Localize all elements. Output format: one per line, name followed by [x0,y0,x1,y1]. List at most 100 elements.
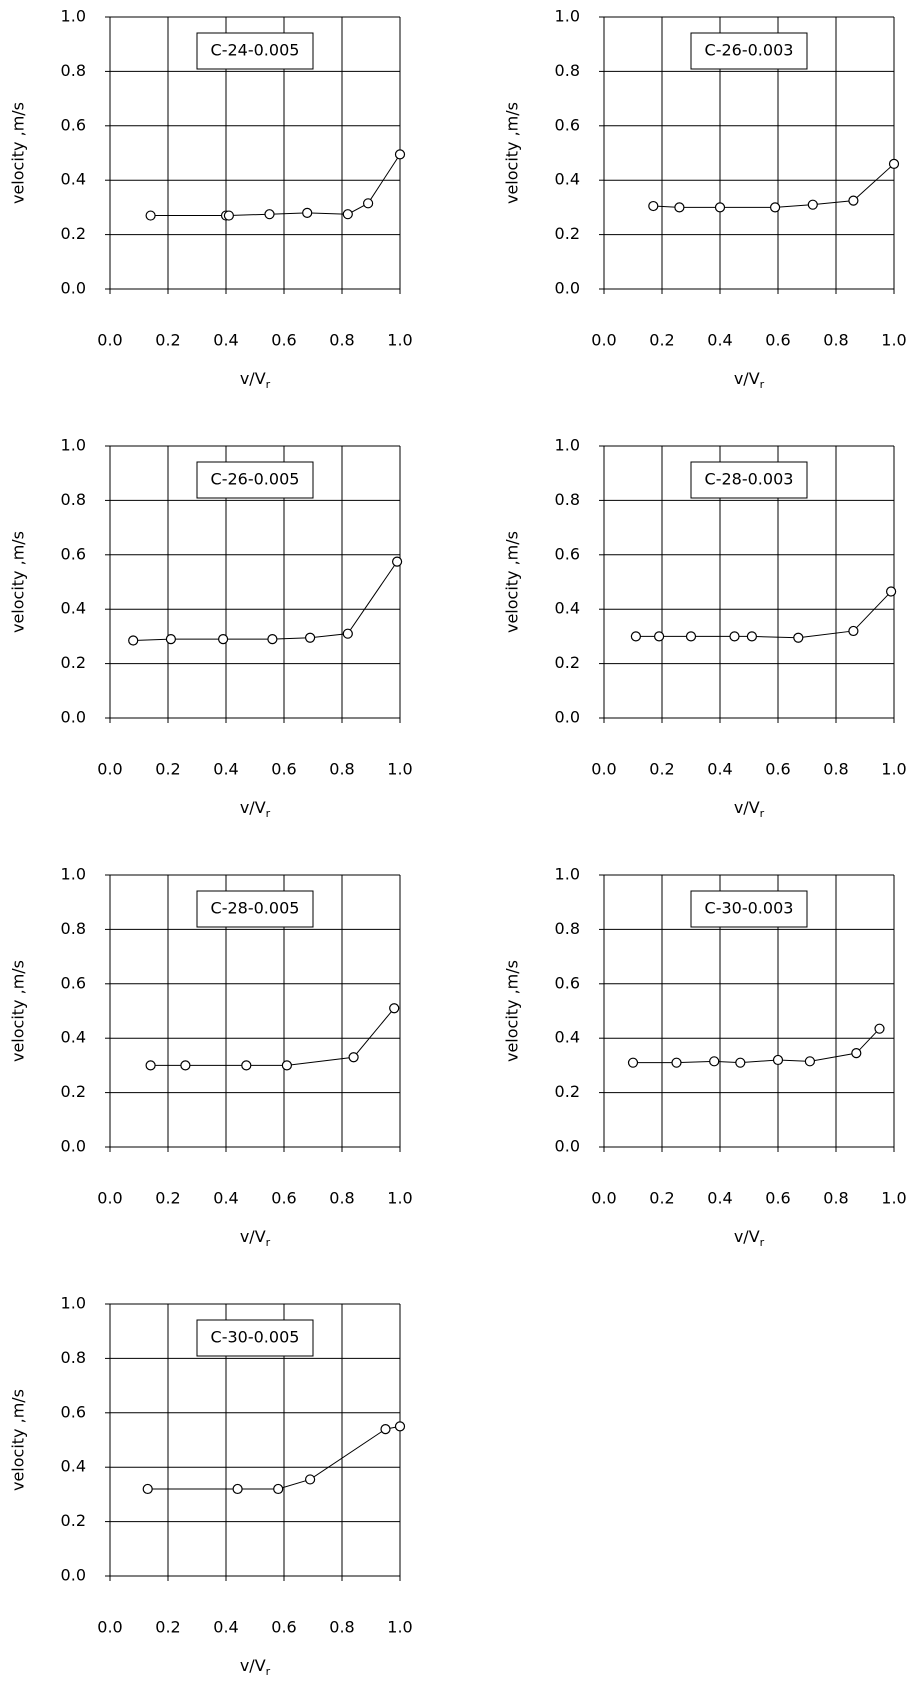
y-axis-label: velocity ,m/s [9,531,28,633]
x-tick-label: 0.8 [823,1189,848,1208]
x-axis-label: v/Vr [734,369,765,392]
x-tick-label: 1.0 [387,1189,412,1208]
chart-panel: 0.0 0.2 0.4 0.6 0.8 1.0 0.0 0.2 0.4 0.6 0.8 1.0 velo… [9,865,413,1250]
data-point [746,631,758,642]
data-point [267,634,278,645]
data-point [342,628,353,639]
x-tick-label: 0.4 [213,1618,238,1637]
x-tick-label: 0.6 [765,1189,790,1208]
data-point [394,1421,406,1432]
x-tick-label: 0.4 [707,331,732,350]
data-point [709,1056,720,1067]
y-axis-label: velocity ,m/s [503,531,522,633]
y-tick-label: 0.8 [555,490,580,509]
y-axis-label: velocity ,m/s [503,102,522,204]
y-tick-label: 0.6 [61,544,86,563]
x-tick-label: 0.4 [707,1189,732,1208]
y-tick-label: 0.8 [61,61,86,80]
x-tick-label: 0.2 [649,331,674,350]
chart-title: C-30-0.005 [211,1328,300,1347]
x-tick-label: 0.8 [329,331,354,350]
y-tick-label: 0.6 [61,973,86,992]
data-point [223,210,234,221]
y-tick-label: 0.2 [555,653,580,672]
chart-panel: 0.0 0.2 0.4 0.6 0.8 1.0 0.0 0.2 0.4 0.6 0.8 1.0 velo… [9,7,413,392]
y-tick-label: 0.6 [555,973,580,992]
x-tick-label: 1.0 [881,331,906,350]
y-axis-label: velocity ,m/s [9,102,28,204]
data-point [804,1056,816,1067]
x-axis-label-subscript: r [266,1236,271,1249]
data-point [281,1060,292,1071]
x-tick-label: 0.6 [271,331,296,350]
y-tick-label: 0.4 [555,599,580,618]
data-point [851,1048,862,1059]
x-tick-label: 0.2 [649,1189,674,1208]
data-point [232,1483,243,1495]
x-tick-label: 0.8 [329,760,354,779]
x-tick-label: 0.6 [271,760,296,779]
x-tick-label: 0.8 [329,1189,354,1208]
data-line [633,1028,880,1064]
data-point [630,631,642,642]
data-point [128,635,139,646]
data-point [729,631,740,642]
y-tick-label: 0.4 [61,170,86,189]
x-tick-label: 1.0 [387,760,412,779]
chart-title: C-24-0.005 [211,41,300,60]
y-tick-label: 0.4 [61,599,86,618]
y-axis-label: velocity ,m/s [9,960,28,1062]
data-point [772,1054,784,1066]
x-tick-label: 0.2 [155,1618,180,1637]
data-point [714,202,726,213]
x-axis-label: v/Vr [240,798,271,821]
y-tick-label: 0.0 [555,1137,580,1156]
y-tick-label: 0.0 [555,279,580,298]
x-axis-label: v/Vr [734,1227,765,1250]
x-tick-label: 0.0 [591,760,616,779]
title-box [690,461,808,499]
y-tick-label: 0.6 [61,115,86,134]
y-tick-label: 0.2 [61,1511,86,1530]
x-axis-label-text: v/V [240,369,266,388]
x-axis-label-subscript: r [760,378,765,391]
y-tick-label: 0.4 [555,1028,580,1047]
x-tick-label: 0.6 [765,760,790,779]
y-tick-label: 0.4 [555,170,580,189]
data-point [394,149,406,160]
x-tick-label: 0.4 [213,760,238,779]
x-tick-label: 0.2 [649,760,674,779]
x-axis-label-text: v/V [240,1227,266,1246]
y-tick-label: 0.0 [61,1137,86,1156]
x-axis-label: v/Vr [240,1227,271,1250]
y-axis-label: velocity ,m/s [9,1389,28,1491]
y-tick-label: 0.8 [555,919,580,938]
data-point [241,1060,252,1071]
x-tick-label: 0.2 [155,1189,180,1208]
chart-title: C-28-0.003 [705,470,794,489]
y-tick-label: 0.2 [555,1082,580,1101]
chart-title: C-28-0.005 [211,899,300,918]
title-box [690,32,808,70]
chart-panel: 0.0 0.2 0.4 0.6 0.8 1.0 0.0 0.2 0.4 0.6 0.8 1.0 velo… [9,1294,413,1679]
x-tick-label: 0.6 [271,1189,296,1208]
data-point [653,631,665,642]
x-tick-label: 0.0 [97,1618,122,1637]
y-tick-label: 0.4 [61,1028,86,1047]
data-point [273,1483,284,1495]
data-point [671,1057,682,1068]
y-tick-label: 1.0 [555,436,580,455]
x-tick-label: 0.8 [823,331,848,350]
title-box [196,461,314,499]
data-point [165,634,176,645]
title-box [196,32,314,70]
x-axis-label: v/Vr [734,798,765,821]
y-tick-label: 0.2 [61,1082,86,1101]
y-tick-label: 0.4 [61,1457,86,1476]
x-tick-label: 0.2 [155,760,180,779]
y-tick-label: 0.2 [61,653,86,672]
data-point [392,556,403,567]
data-point [888,158,900,169]
y-tick-label: 0.0 [61,1566,86,1585]
